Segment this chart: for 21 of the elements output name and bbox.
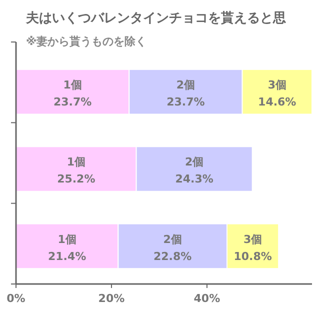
text: 1個 <box>66 156 86 169</box>
text: 1個 <box>63 78 82 92</box>
data-label: 21.4% <box>48 250 86 263</box>
chart-subtitle: ※妻から貰うものを除く <box>26 35 147 48</box>
x-tick-label: 20% <box>98 292 125 305</box>
x-tick-label: 40% <box>194 292 220 305</box>
chart-title: 夫はいくつバレンタインチョコを貰えると思 <box>25 10 287 26</box>
series-label: 3個 <box>243 232 262 246</box>
data-label: 23.7% <box>53 96 92 109</box>
data-label: 10.8% <box>234 250 272 263</box>
series-label: 2個 <box>163 232 182 246</box>
data-label: 14.6% <box>258 96 296 109</box>
series-label: 1個 <box>58 232 76 246</box>
data-label: 23.7% <box>166 96 205 109</box>
data-label: 24.3% <box>175 172 214 186</box>
data-label: 25.2% <box>57 172 96 186</box>
text: 2個 <box>176 78 196 92</box>
text: 2個 <box>184 156 204 169</box>
text: 3個 <box>268 78 286 92</box>
x-tick-label: 0% <box>6 292 26 305</box>
data-label: 22.8% <box>154 250 192 263</box>
